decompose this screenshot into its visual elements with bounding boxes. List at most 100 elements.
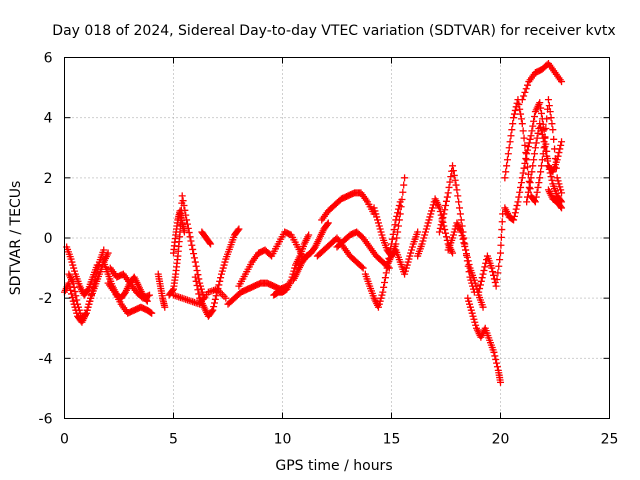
data-point <box>195 290 203 298</box>
data-point <box>519 169 527 177</box>
data-point <box>404 258 412 266</box>
data-point <box>444 189 452 197</box>
data-point <box>498 218 506 226</box>
data-point <box>541 143 549 151</box>
data-point <box>497 249 504 257</box>
data-point <box>208 307 216 315</box>
data-point <box>525 177 533 185</box>
data-point <box>407 249 415 257</box>
data-point <box>394 228 402 236</box>
data-point <box>86 297 94 305</box>
data-point <box>503 156 511 164</box>
data-point <box>395 202 403 210</box>
data-point <box>441 206 449 214</box>
data-point <box>555 149 563 157</box>
data-point <box>537 104 545 112</box>
series-arc-30 <box>518 60 566 104</box>
data-point <box>532 139 540 147</box>
data-point <box>69 297 77 305</box>
data-point <box>480 266 488 274</box>
data-point <box>178 192 186 200</box>
data-point <box>446 178 454 186</box>
data-point <box>537 168 545 176</box>
data-point <box>548 176 556 184</box>
data-point <box>492 356 500 364</box>
data-point <box>538 131 546 139</box>
data-point <box>91 276 99 284</box>
data-point <box>558 78 566 86</box>
data-point <box>161 303 169 311</box>
data-point <box>488 264 496 272</box>
data-point <box>378 291 386 299</box>
data-point <box>511 209 519 217</box>
data-point <box>449 234 457 242</box>
data-point <box>521 141 529 149</box>
y-axis-label: SDTVAR / TECUs <box>8 181 24 296</box>
data-point <box>67 286 75 294</box>
data-point <box>74 303 82 311</box>
data-point <box>557 186 565 194</box>
data-point <box>524 146 532 154</box>
data-point <box>424 219 432 227</box>
data-point <box>220 261 228 269</box>
data-point <box>211 295 219 303</box>
data-point <box>497 378 504 386</box>
series-arc-13 <box>224 279 291 308</box>
data-point <box>518 120 526 128</box>
data-point <box>428 207 436 215</box>
data-point <box>462 246 470 254</box>
data-point <box>72 292 80 300</box>
x-tick-label: 0 <box>60 432 69 448</box>
data-point <box>193 266 201 274</box>
data-point <box>216 277 224 285</box>
data-point <box>512 205 520 213</box>
data-point <box>528 127 536 135</box>
data-point <box>465 260 473 268</box>
data-point <box>447 173 455 181</box>
data-point <box>420 234 428 242</box>
data-point <box>189 245 197 253</box>
data-point <box>530 117 538 125</box>
data-point <box>93 269 101 277</box>
data-point <box>543 152 551 160</box>
data-point <box>557 203 565 211</box>
data-point <box>536 99 544 107</box>
data-point <box>210 303 218 311</box>
data-point <box>392 240 400 248</box>
data-point <box>497 241 505 249</box>
data-point <box>406 252 414 260</box>
data-point <box>398 195 406 203</box>
data-point <box>526 135 534 143</box>
data-point <box>459 235 467 243</box>
data-point <box>401 270 409 278</box>
data-point <box>435 228 443 236</box>
y-tick-label: 6 <box>44 51 53 67</box>
data-point <box>542 147 550 155</box>
y-tick-label: -6 <box>39 412 53 428</box>
data-point <box>495 262 503 270</box>
data-point <box>531 112 539 120</box>
data-point <box>450 171 458 179</box>
data-point <box>505 144 513 152</box>
data-point <box>533 188 541 196</box>
data-point <box>437 221 445 229</box>
data-point <box>504 150 512 158</box>
data-point <box>533 134 541 142</box>
data-point <box>555 180 563 188</box>
data-point <box>427 210 435 218</box>
data-point <box>452 181 460 189</box>
data-point <box>423 222 431 230</box>
data-point <box>442 202 450 210</box>
x-tick-label: 20 <box>492 432 510 448</box>
data-point <box>379 288 387 296</box>
data-point <box>465 297 473 305</box>
data-point <box>88 287 96 295</box>
data-point <box>494 269 502 277</box>
data-point <box>469 312 477 320</box>
data-point <box>556 145 564 153</box>
data-point <box>438 217 446 225</box>
data-point <box>531 150 539 158</box>
series-arc-18 <box>318 189 378 224</box>
data-point <box>481 263 489 271</box>
